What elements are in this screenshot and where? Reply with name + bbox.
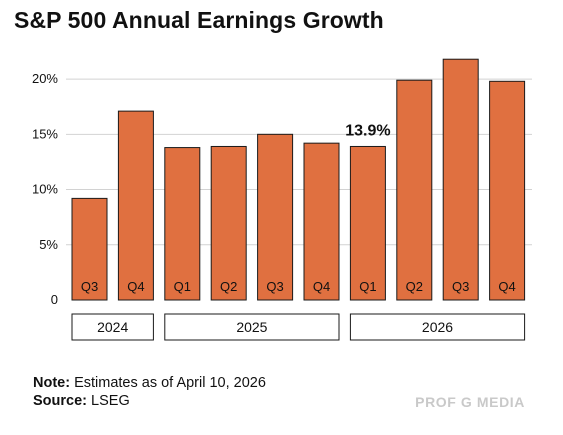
year-group-label: 2024: [97, 319, 128, 335]
note-text: Estimates as of April 10, 2026: [74, 375, 266, 391]
year-group-box: [71, 313, 154, 341]
bar: [349, 145, 386, 301]
x-tick-label: Q2: [406, 279, 423, 294]
source-line: Source: LSEG: [33, 392, 266, 410]
x-tick-label: Q1: [174, 279, 191, 294]
bar: [210, 145, 247, 301]
data-label: 13.9%: [345, 122, 390, 139]
x-tick-label: Q1: [359, 279, 376, 294]
brand-logo: PROF G MEDIA: [415, 394, 525, 410]
y-tick-label: 10%: [32, 182, 58, 197]
x-tick-label: Q4: [127, 279, 144, 294]
bar: [489, 80, 526, 301]
bar: [396, 79, 433, 301]
bar: [117, 110, 154, 301]
year-group-label: 2026: [422, 319, 453, 335]
year-group-label: 2025: [236, 319, 267, 335]
year-group-box: [349, 313, 526, 341]
bar: [257, 133, 294, 301]
y-tick-label: 0: [51, 292, 58, 307]
note-label: Note:: [33, 375, 71, 391]
bar: [164, 147, 201, 301]
x-tick-label: Q2: [220, 279, 237, 294]
bar: [71, 197, 108, 301]
y-tick-label: 15%: [32, 126, 58, 141]
y-tick-label: 5%: [39, 237, 58, 252]
bar-chart: 0 5% 10% 15% 20% Q3 Q4 Q1 Q2 Q3 Q4 Q1 Q2 Q3 Q4 13.9% 202…: [32, 58, 532, 341]
x-tick-label: Q4: [313, 279, 330, 294]
year-group-box: [164, 313, 340, 341]
y-tick-label: 20%: [32, 71, 58, 86]
source-label: Source:: [33, 393, 87, 409]
bar: [303, 142, 340, 301]
x-tick-label: Q3: [452, 279, 469, 294]
bar: [442, 58, 479, 301]
chart-title: S&P 500 Annual Earnings Growth: [14, 7, 384, 33]
x-tick-label: Q4: [498, 279, 515, 294]
chart-notes: Note: Estimates as of April 10, 2026 Sou…: [33, 374, 266, 410]
source-text: LSEG: [91, 393, 130, 409]
x-tick-label: Q3: [81, 279, 98, 294]
note-line: Note: Estimates as of April 10, 2026: [33, 374, 266, 392]
x-tick-label: Q3: [266, 279, 283, 294]
